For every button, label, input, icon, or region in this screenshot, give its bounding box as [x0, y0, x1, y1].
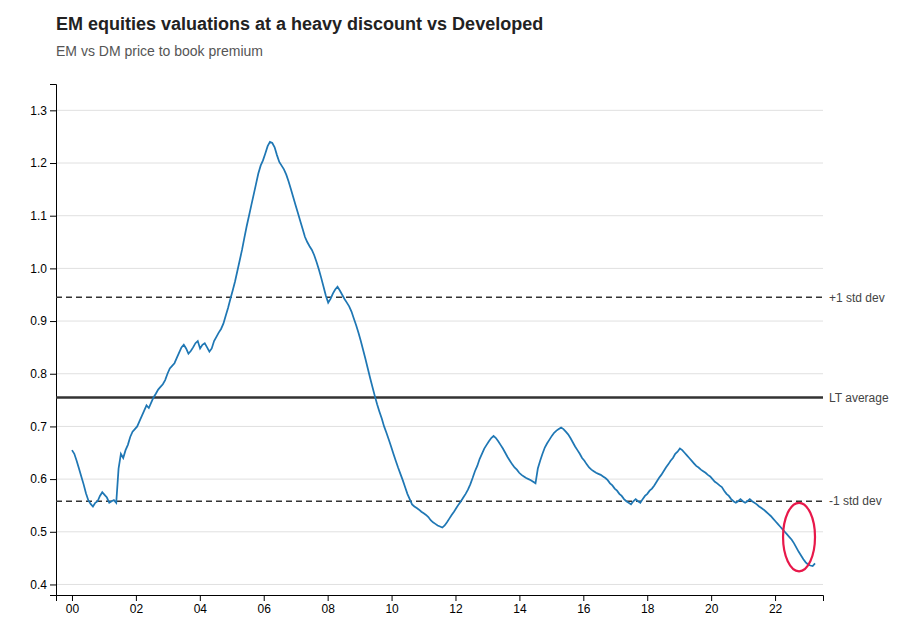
- chart: EM equities valuations at a heavy discou…: [0, 0, 915, 639]
- y-grid-line: [56, 215, 823, 216]
- y-tick-mark: [50, 321, 56, 322]
- y-tick-mark: [50, 216, 56, 217]
- x-tick-mark: [647, 595, 648, 601]
- y-grid-line: [56, 268, 823, 269]
- y-tick: 0.7: [30, 420, 56, 434]
- title: EM equities valuations at a heavy discou…: [56, 14, 543, 34]
- y-tick: 1.2: [30, 156, 56, 170]
- x-tick-mark: [264, 595, 265, 601]
- plot-marks: [56, 142, 823, 571]
- y-grid-line: [56, 584, 823, 585]
- y-tick-mark: [50, 426, 56, 427]
- y-tick-label: 1.3: [30, 104, 47, 118]
- y-grid-line: [56, 479, 823, 480]
- x-tick: 18: [641, 595, 655, 616]
- reference-line: [56, 396, 823, 399]
- x-tick-label: 02: [130, 602, 144, 616]
- y-tick-mark: [50, 479, 56, 480]
- y-tick-mark: [50, 163, 56, 164]
- x-tick-label: 18: [641, 602, 655, 616]
- x-tick-label: 12: [449, 602, 463, 616]
- y-tick-label: 0.5: [30, 525, 47, 539]
- y-tick-mark: [50, 584, 56, 585]
- x-tick-mark: [200, 595, 201, 601]
- y-tick-label: 0.4: [30, 578, 47, 592]
- x-tick-mark: [392, 595, 393, 601]
- y-tick: 0.4: [30, 578, 56, 592]
- x-tick-label: 22: [769, 602, 783, 616]
- x-tick: 22: [769, 595, 783, 616]
- y-tick: 0.8: [30, 367, 56, 381]
- x-tick-mark: [711, 595, 712, 601]
- y-grid-line: [56, 163, 823, 164]
- reference-line: [56, 297, 823, 299]
- y-tick: 0.5: [30, 525, 56, 539]
- x-tick-label: 16: [577, 602, 591, 616]
- y-grid-line: [56, 426, 823, 427]
- highlight-ellipse: [783, 503, 815, 571]
- x-tick: 16: [577, 595, 591, 616]
- x-axis: 00 02 04 06 08 10 12 14 16 18 20 22: [57, 595, 824, 616]
- y-grid-line: [56, 321, 823, 322]
- x-tick-label: 08: [321, 602, 335, 616]
- y-tick: 1.0: [30, 262, 56, 276]
- x-tick-mark: [72, 595, 73, 601]
- plot-area: 0002040608101214161820220.40.50.60.70.80…: [30, 85, 889, 616]
- reference-label: +1 std dev: [829, 291, 885, 305]
- y-axis: 0.4 0.5 0.6 0.7 0.8 0.9 1.0 1.1 1.2 1.3: [30, 85, 56, 596]
- y-tick: 0.9: [30, 314, 56, 328]
- y-tick-mark: [50, 374, 56, 375]
- y-tick: 1.1: [30, 209, 56, 223]
- x-tick-mark: [775, 595, 776, 601]
- y-tick-label: 1.1: [30, 209, 47, 223]
- y-grid-line: [56, 110, 823, 111]
- x-tick-mark: [136, 595, 137, 601]
- reference-label: -1 std dev: [829, 494, 882, 508]
- x-tick: 10: [385, 595, 399, 616]
- y-tick-label: 0.8: [30, 367, 47, 381]
- x-tick: 08: [321, 595, 335, 616]
- x-tick: 12: [449, 595, 463, 616]
- y-tick: 1.3: [30, 104, 56, 118]
- x-tick-mark: [519, 595, 520, 601]
- y-tick-label: 0.9: [30, 314, 47, 328]
- x-tick-label: 20: [705, 602, 719, 616]
- x-tick-mark: [328, 595, 329, 601]
- subtitle: EM vs DM price to book premium: [56, 43, 263, 59]
- x-tick-label: 06: [258, 602, 272, 616]
- y-tick-label: 0.7: [30, 420, 47, 434]
- x-tick: 02: [130, 595, 144, 616]
- y-tick-mark: [50, 268, 56, 269]
- x-tick: 00: [66, 595, 80, 616]
- y-grid-line: [56, 531, 823, 532]
- y-tick-mark: [50, 110, 56, 111]
- y-tick: 0.6: [30, 472, 56, 486]
- x-tick: 14: [513, 595, 527, 616]
- y-tick-label: 0.6: [30, 472, 47, 486]
- y-tick-label: 1.2: [30, 156, 47, 170]
- x-tick-label: 00: [66, 602, 80, 616]
- x-tick-mark: [583, 595, 584, 601]
- x-tick-label: 14: [513, 602, 527, 616]
- y-tick-label: 1.0: [30, 262, 47, 276]
- x-tick-mark: [455, 595, 456, 601]
- y-tick-mark: [50, 532, 56, 533]
- grid: [56, 110, 823, 584]
- reference-label: LT average: [829, 391, 889, 405]
- reference-labels: LT average +1 std dev -1 std dev: [829, 291, 889, 509]
- series-line: [72, 142, 815, 566]
- x-axis-line: [57, 596, 824, 602]
- y-axis-line: [50, 85, 57, 596]
- x-tick: 04: [194, 595, 208, 616]
- x-tick-label: 10: [385, 602, 399, 616]
- x-tick: 06: [258, 595, 272, 616]
- x-tick: 20: [705, 595, 719, 616]
- x-tick-label: 04: [194, 602, 208, 616]
- reference-line: [56, 500, 823, 502]
- y-grid-line: [56, 373, 823, 374]
